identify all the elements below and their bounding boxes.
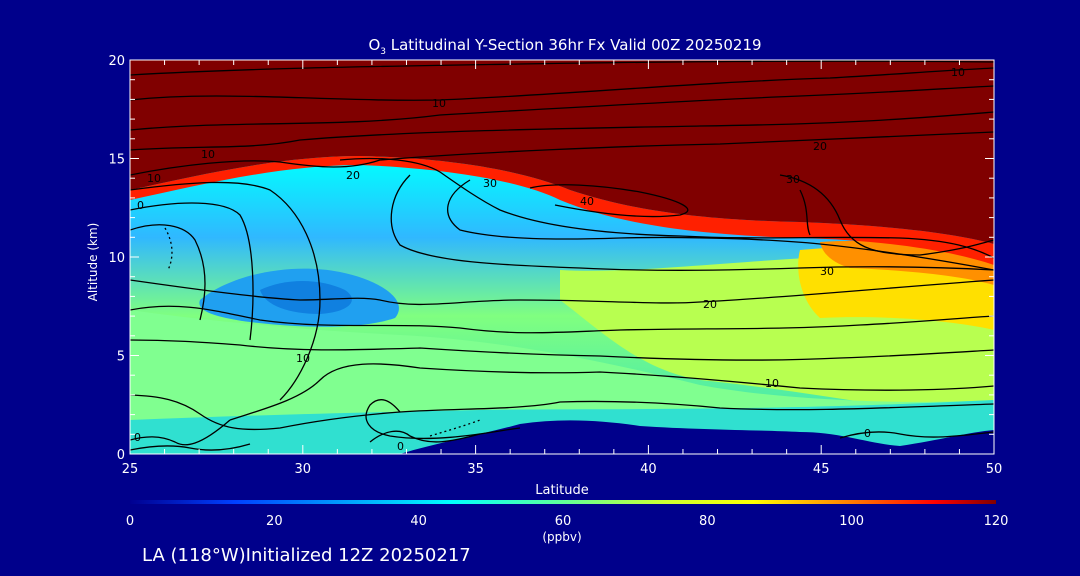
contour-line [339,157,994,259]
x-tick-label: 35 [467,462,484,477]
colorbar-tick-labels: 0 20 40 60 80 100 120 [126,514,1009,529]
colorbar-tick-label: 80 [699,514,716,529]
colorbar [130,500,996,504]
contour-label: 20 [703,298,717,311]
y-tick-label: 5 [117,350,125,365]
y-axis-label: Altitude (km) [86,223,100,302]
terrain-mask [400,420,994,454]
chart-title-subscript: 3 [380,47,386,57]
contour-line [130,443,251,451]
contour-labels: 10 10 10 10 0 20 30 40 20 30 30 20 10 10… [134,66,965,453]
contour-label: 20 [346,169,360,182]
contour-line [799,189,811,236]
y-tick-label: 20 [108,54,125,69]
contour-line [130,394,994,431]
colorbar-tick-label: 60 [555,514,572,529]
field-deep-blue-core [260,281,352,314]
colorbar-tick-label: 0 [126,514,134,529]
contour-line [130,131,994,176]
contour-label: 0 [134,431,141,444]
contour-line [130,339,994,361]
plot-area: 10 10 10 10 0 20 30 40 20 30 30 20 10 10… [130,60,994,454]
x-axis-label: Latitude [535,483,589,498]
contour-label: 10 [296,352,310,365]
contour-line [365,399,521,440]
colorbar-tick-label: 100 [839,514,864,529]
contour-line [130,67,994,101]
y-tick-label: 10 [108,251,125,266]
colorbar-tick-label: 40 [410,514,427,529]
contour-label: 40 [580,195,594,208]
contour-line [130,111,994,151]
x-tick-label: 25 [122,462,139,477]
x-tick-label: 45 [813,462,830,477]
y-tick-label: 0 [117,448,125,463]
colorbar-tick-label: 20 [266,514,283,529]
contour-dashed [429,419,481,437]
field-stratosphere [130,60,994,244]
contour-line [130,279,994,306]
contour-label: 0 [864,427,871,440]
contour-label: 20 [813,140,827,153]
contour-line [369,430,481,443]
chart-title: O3 Latitudinal Y-Section 36hr Fx Valid 0… [368,36,761,57]
y-tick-label: 15 [108,153,125,168]
contour-line [390,174,994,271]
contour-label: 30 [786,173,800,186]
x-tick-label: 40 [640,462,657,477]
contour-line [839,431,994,439]
contour-line [779,174,994,256]
contour-line [229,363,994,421]
contour-label: 0 [137,199,144,212]
contour-line [130,85,994,131]
contour-label: 10 [765,377,779,390]
contour-line [130,202,254,341]
axes [129,59,995,455]
contour-label: 0 [397,440,404,453]
contour-line [130,224,206,321]
contour-line [130,305,994,334]
contour-line [130,60,994,76]
contour-label: 10 [201,148,215,161]
axes-tick-labels: 25 30 35 40 45 50 0 5 10 15 20 [108,54,1002,477]
contour-lines [130,60,994,451]
footer-text: LA (118°W)Initialized 12Z 20250217 [142,545,471,566]
contour-label: 10 [432,97,446,110]
contour-label: 10 [951,66,965,79]
contour-label: 30 [483,177,497,190]
contour-line [130,181,321,401]
colorbar-tick-label: 120 [984,514,1009,529]
contour-line [529,184,689,218]
x-tick-label: 50 [986,462,1003,477]
contour-label: 30 [820,265,834,278]
colorbar-unit: (ppbv) [542,530,581,544]
x-tick-label: 30 [295,462,312,477]
contour-line [130,419,231,446]
contour-dashed [164,227,173,271]
contour-label: 10 [147,172,161,185]
